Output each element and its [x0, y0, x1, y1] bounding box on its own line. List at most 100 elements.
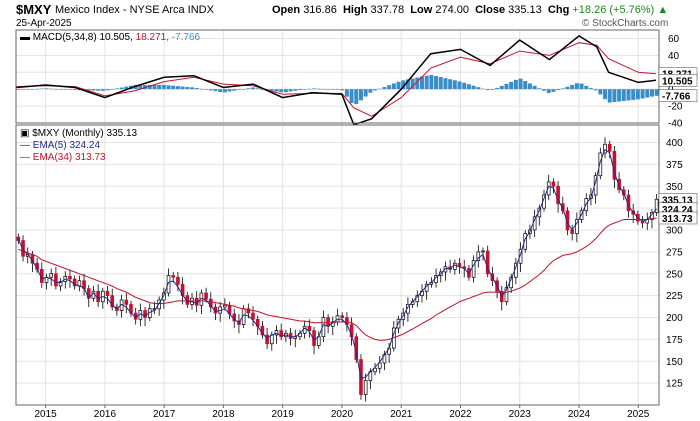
macd-histogram-bar — [157, 84, 162, 90]
macd-histogram-bar — [72, 89, 77, 90]
macd-signal-line — [15, 42, 657, 117]
price-y-tick: 250 — [666, 269, 683, 280]
macd-histogram-bar — [612, 89, 617, 103]
macd-histogram-bar — [44, 88, 49, 90]
candle-up — [603, 143, 607, 154]
macd-histogram-bar — [25, 89, 30, 90]
macd-histogram-bar — [100, 89, 105, 91]
macd-histogram-bar — [147, 84, 152, 90]
high-value: 337.78 — [370, 4, 405, 16]
macd-histogram-bar — [579, 83, 584, 90]
macd-histogram-bar — [175, 86, 180, 90]
macd-legend-histogram: -7.766 — [172, 32, 201, 43]
macd-histogram-bar — [138, 84, 143, 90]
quote-date: 25-Apr-2025 — [16, 18, 72, 29]
macd-histogram-bar — [312, 88, 317, 90]
macd-histogram-bar — [438, 77, 443, 90]
macd-histogram-bar — [152, 84, 157, 90]
candle-up — [157, 299, 161, 310]
macd-histogram-bar — [53, 88, 58, 90]
macd-histogram-bar — [114, 88, 119, 90]
macd-histogram-bar — [434, 76, 439, 90]
symbol-label: $MXY — [16, 2, 52, 17]
macd-histogram-bar — [21, 89, 26, 90]
candle-up — [58, 281, 63, 287]
high-label: High — [342, 4, 368, 16]
macd-histogram-bar — [349, 89, 354, 104]
candle-down — [143, 310, 147, 318]
macd-legend: ▬ MACD(5,34,8) 10.505, 18.271, -7.766 — [20, 32, 201, 43]
macd-histogram-bar — [382, 86, 387, 90]
candle-down — [72, 278, 77, 287]
macd-histogram-bar — [124, 86, 129, 90]
candle-up — [471, 260, 476, 278]
macd-histogram-bar — [532, 85, 537, 90]
candle-down — [556, 185, 560, 205]
price-grid — [16, 125, 659, 405]
macd-histogram-bar — [542, 89, 547, 91]
macd-histogram-bar — [368, 89, 373, 93]
macd-histogram-bar — [119, 87, 124, 90]
macd-histogram-bar — [466, 84, 471, 90]
macd-histogram-bar — [415, 77, 420, 90]
candle-down — [105, 290, 110, 296]
macd-histogram-bar — [631, 89, 636, 100]
candle-up — [504, 287, 509, 303]
candle-down — [124, 299, 129, 305]
macd-histogram-bar — [560, 88, 565, 90]
macd-histogram-bar — [358, 89, 363, 101]
candle-up — [546, 181, 551, 196]
macd-histogram-bar — [335, 89, 340, 90]
macd-histogram-bar — [274, 89, 279, 92]
macd-y-tick: -40 — [668, 119, 683, 130]
macd-histogram-bar — [419, 76, 424, 90]
candle-down — [16, 236, 21, 241]
macd-histogram-bar — [452, 80, 457, 90]
candle-down — [607, 143, 612, 152]
macd-y-tick: 40 — [668, 51, 680, 62]
macd-histogram-bar — [190, 87, 194, 90]
ema34-legend: — EMA(34) 313.73 — [20, 152, 106, 163]
macd-value-tag: 10.505 — [662, 76, 693, 87]
macd-histogram-bar — [344, 89, 349, 97]
candle-down — [204, 292, 208, 300]
macd-hist-tag: -7.766 — [662, 92, 691, 103]
candle-down — [565, 210, 570, 231]
macd-histogram-bar — [321, 88, 326, 90]
price-y-tick: 350 — [666, 182, 683, 193]
price-legend: ▣ $MXY (Monthly) 335.13 — [20, 128, 138, 139]
macd-histogram-bar — [241, 89, 246, 90]
candle-up — [363, 380, 368, 395]
macd-histogram-bar — [584, 85, 589, 90]
macd-histogram-bar — [30, 89, 35, 90]
x-tick-label: 2016 — [94, 409, 117, 420]
macd-histogram-bar — [537, 88, 542, 90]
candle-down — [208, 298, 213, 308]
macd-histogram-bar — [523, 81, 528, 90]
macd-histogram-bar — [91, 89, 96, 91]
macd-histogram-bar — [283, 89, 288, 93]
macd-histogram-bar — [16, 89, 21, 90]
macd-histogram-bar — [302, 89, 307, 90]
macd-histogram-bar — [490, 89, 495, 90]
macd-value-tag-box — [658, 74, 698, 87]
x-tick-label: 2022 — [449, 409, 472, 420]
macd-histogram-bar — [326, 89, 331, 90]
macd-histogram-bar — [39, 88, 44, 90]
macd-histogram-bar — [588, 88, 593, 90]
macd-histogram-bar — [194, 87, 199, 90]
open-label: Open — [272, 4, 301, 16]
macd-histogram-bar — [401, 80, 406, 90]
open-value: 316.86 — [303, 4, 337, 16]
price-close-tag: 335.13 — [662, 195, 693, 206]
candle-up — [223, 304, 227, 308]
macd-histogram-bar — [617, 89, 622, 102]
macd-histogram-bar — [565, 86, 570, 90]
low-label: Low — [410, 4, 433, 16]
price-frame — [15, 124, 660, 406]
candle-down — [551, 181, 556, 187]
macd-histogram-bar — [574, 83, 579, 90]
macd-histogram-bar — [222, 89, 227, 93]
price-y-tick: 225 — [666, 291, 683, 302]
macd-histogram-bar — [269, 89, 274, 91]
